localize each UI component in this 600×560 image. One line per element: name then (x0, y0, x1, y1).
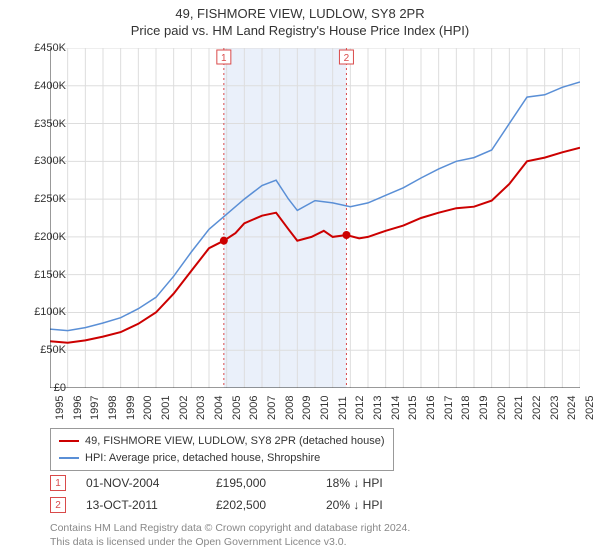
x-tick-label: 2005 (231, 396, 243, 420)
sales-list: 1 01-NOV-2004 £195,000 18% ↓ HPI 2 13-OC… (50, 472, 436, 516)
x-tick-label: 2012 (354, 396, 366, 420)
x-tick-label: 2004 (213, 396, 225, 420)
sale-price-2: £202,500 (216, 498, 326, 512)
x-tick-label: 2014 (390, 396, 402, 420)
x-tick-label: 2021 (513, 396, 525, 420)
x-tick-label: 2010 (319, 396, 331, 420)
sale-row-2: 2 13-OCT-2011 £202,500 20% ↓ HPI (50, 494, 436, 516)
legend-label-property: 49, FISHMORE VIEW, LUDLOW, SY8 2PR (deta… (85, 433, 385, 450)
y-tick-label: £350K (6, 118, 66, 130)
x-tick-label: 2022 (531, 396, 543, 420)
footer-line-2: This data is licensed under the Open Gov… (50, 536, 410, 550)
x-tick-label: 2008 (284, 396, 296, 420)
x-tick-label: 2023 (549, 396, 561, 420)
sale-delta-2: 20% ↓ HPI (326, 498, 436, 512)
title-sub: Price paid vs. HM Land Registry's House … (0, 23, 600, 38)
y-tick-label: £200K (6, 231, 66, 243)
y-tick-label: £300K (6, 155, 66, 167)
legend-label-hpi: HPI: Average price, detached house, Shro… (85, 450, 320, 467)
footer-line-1: Contains HM Land Registry data © Crown c… (50, 522, 410, 536)
x-tick-label: 2002 (178, 396, 190, 420)
title-main: 49, FISHMORE VIEW, LUDLOW, SY8 2PR (0, 6, 600, 21)
x-tick-label: 1997 (89, 396, 101, 420)
legend-item-hpi: HPI: Average price, detached house, Shro… (59, 450, 385, 467)
x-tick-label: 2020 (496, 396, 508, 420)
svg-text:1: 1 (221, 53, 227, 64)
x-tick-label: 2011 (337, 396, 349, 420)
sale-date-2: 13-OCT-2011 (86, 498, 216, 512)
y-tick-label: £50K (6, 344, 66, 356)
x-tick-label: 1996 (72, 396, 84, 420)
x-tick-label: 2025 (584, 396, 596, 420)
x-tick-label: 2017 (443, 396, 455, 420)
x-tick-label: 2016 (425, 396, 437, 420)
x-tick-label: 1998 (107, 396, 119, 420)
y-tick-label: £150K (6, 269, 66, 281)
footer: Contains HM Land Registry data © Crown c… (50, 522, 410, 549)
sale-row-1: 1 01-NOV-2004 £195,000 18% ↓ HPI (50, 472, 436, 494)
sale-date-1: 01-NOV-2004 (86, 476, 216, 490)
y-tick-label: £100K (6, 306, 66, 318)
y-tick-label: £250K (6, 193, 66, 205)
x-tick-label: 2024 (566, 396, 578, 420)
svg-text:2: 2 (344, 53, 350, 64)
x-tick-label: 2013 (372, 396, 384, 420)
title-block: 49, FISHMORE VIEW, LUDLOW, SY8 2PR Price… (0, 0, 600, 38)
legend-swatch-hpi (59, 457, 79, 459)
sale-marker-1: 1 (50, 475, 66, 491)
legend-item-property: 49, FISHMORE VIEW, LUDLOW, SY8 2PR (deta… (59, 433, 385, 450)
x-tick-label: 2015 (407, 396, 419, 420)
sale-marker-2: 2 (50, 497, 66, 513)
sale-delta-1: 18% ↓ HPI (326, 476, 436, 490)
price-chart: 12 (50, 48, 580, 388)
x-tick-label: 2007 (266, 396, 278, 420)
x-tick-label: 2018 (460, 396, 472, 420)
x-tick-label: 2009 (301, 396, 313, 420)
x-tick-label: 2000 (142, 396, 154, 420)
x-tick-label: 1999 (125, 396, 137, 420)
x-tick-label: 2019 (478, 396, 490, 420)
y-tick-label: £400K (6, 80, 66, 92)
y-tick-label: £450K (6, 42, 66, 54)
x-tick-label: 2001 (160, 396, 172, 420)
sale-price-1: £195,000 (216, 476, 326, 490)
x-tick-label: 2006 (248, 396, 260, 420)
y-tick-label: £0 (6, 382, 66, 394)
legend: 49, FISHMORE VIEW, LUDLOW, SY8 2PR (deta… (50, 428, 394, 471)
legend-swatch-property (59, 440, 79, 442)
x-tick-label: 1995 (54, 396, 66, 420)
x-tick-label: 2003 (195, 396, 207, 420)
